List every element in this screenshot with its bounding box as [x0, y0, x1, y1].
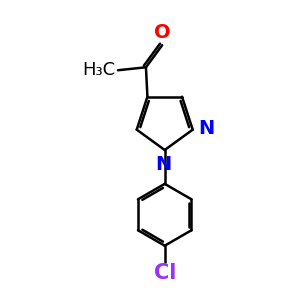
Text: O: O — [154, 23, 170, 42]
Text: N: N — [155, 155, 171, 174]
Text: Cl: Cl — [154, 263, 176, 283]
Text: H₃C: H₃C — [82, 61, 116, 79]
Text: N: N — [198, 119, 214, 138]
